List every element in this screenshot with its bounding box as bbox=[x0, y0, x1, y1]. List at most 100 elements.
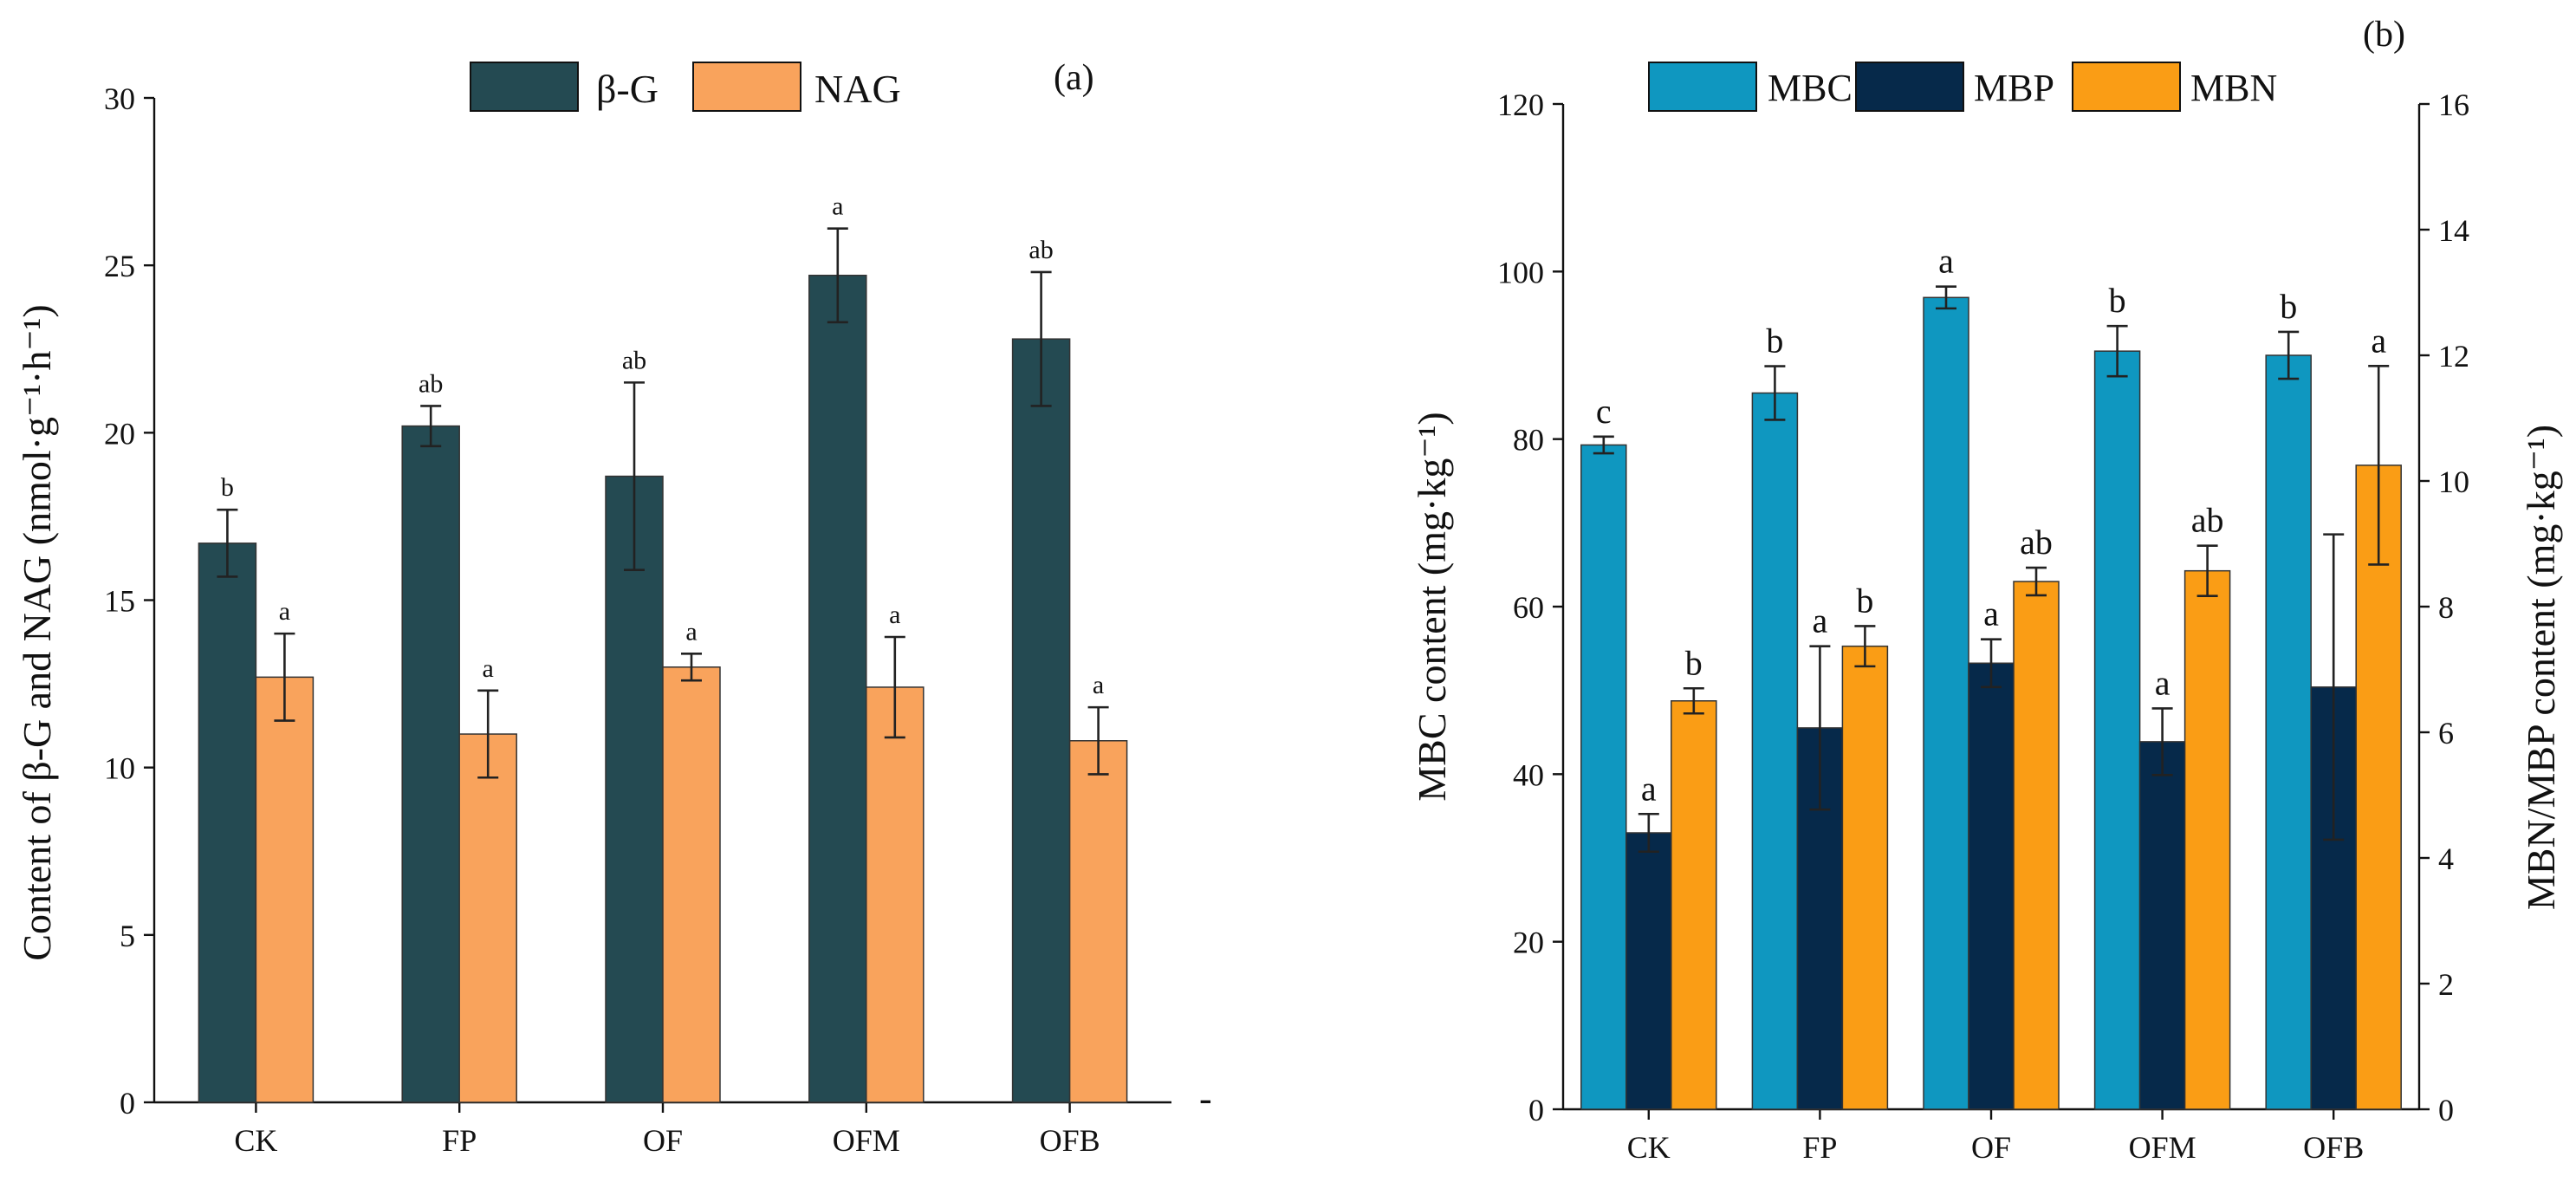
bar-mbc-ofb bbox=[2265, 354, 2312, 1110]
bar-nag-ofm bbox=[866, 686, 925, 1103]
x-tick-label: FP bbox=[442, 1123, 477, 1158]
panel-b-y-axis-label-right: MBN/MBP content (mg·kg⁻¹) bbox=[2519, 425, 2563, 910]
y-right-tick-label: 10 bbox=[2438, 465, 2469, 499]
y-tick-label: 60 bbox=[1513, 590, 1544, 625]
significance-letter: ab bbox=[2020, 523, 2053, 562]
legend-swatch-mbc bbox=[1648, 62, 1757, 112]
x-tick-label: OFM bbox=[2129, 1130, 2196, 1165]
x-tick-label: OFB bbox=[2303, 1130, 2364, 1165]
significance-letter: a bbox=[832, 192, 843, 221]
bar-mbn-fp bbox=[1841, 645, 1889, 1110]
bar-nag-fp bbox=[458, 733, 517, 1103]
significance-letter: a bbox=[1813, 601, 1828, 640]
y-tick-label: 30 bbox=[104, 81, 135, 116]
significance-letter: a bbox=[889, 601, 900, 629]
y-tick-label: 120 bbox=[1497, 88, 1544, 122]
bar-mbn-ofm bbox=[2183, 569, 2231, 1110]
y-right-tick-label: 4 bbox=[2438, 841, 2454, 876]
y-tick-label: 5 bbox=[120, 919, 135, 953]
panel-b-y-axis-label-left: MBC content (mg·kg⁻¹) bbox=[1410, 412, 1454, 801]
bar-mbc-ofm bbox=[2093, 350, 2141, 1110]
panel-b-chart: MBC MBP MBN (b) MBC content (mg·kg⁻¹) MB… bbox=[1410, 15, 2563, 1165]
significance-letter: a bbox=[1983, 594, 1999, 633]
significance-letter: a bbox=[483, 654, 494, 683]
significance-letter: b bbox=[1685, 643, 1703, 682]
legend-label-mbp: MBP bbox=[1974, 67, 2054, 109]
bar-nag-ck bbox=[255, 676, 315, 1103]
y-right-tick-label: 0 bbox=[2438, 1093, 2454, 1127]
bar-g-ck bbox=[198, 543, 257, 1103]
legend-label-mbn: MBN bbox=[2190, 67, 2277, 109]
y-tick-label: 0 bbox=[1528, 1093, 1544, 1127]
significance-letter: b bbox=[1856, 581, 1873, 620]
y-tick-label: 20 bbox=[1513, 926, 1544, 960]
bar-nag-of bbox=[662, 666, 721, 1103]
bar-mbc-ck bbox=[1580, 444, 1627, 1110]
legend-swatch-nag bbox=[692, 62, 801, 112]
bar-mbc-of bbox=[1923, 296, 1969, 1110]
y-right-tick-label: 16 bbox=[2438, 88, 2469, 122]
bar-nag-ofb bbox=[1068, 740, 1128, 1103]
significance-letter: b bbox=[1766, 322, 1783, 361]
significance-letter: a bbox=[2371, 321, 2386, 360]
stray-dash-mark: - bbox=[1199, 1077, 1212, 1120]
y-right-tick-label: 2 bbox=[2438, 967, 2454, 1002]
bar-mbn-ofb bbox=[2355, 465, 2402, 1110]
panel-b-legend: MBC MBP MBN bbox=[1648, 62, 2277, 112]
significance-letter: a bbox=[685, 617, 697, 646]
bar-g-fp bbox=[401, 425, 460, 1103]
y-tick-label: 20 bbox=[104, 416, 135, 451]
significance-letter: a bbox=[1938, 242, 1954, 281]
bar-mbp-of bbox=[1968, 662, 2015, 1110]
bar-g-ofb bbox=[1011, 338, 1071, 1103]
panel-a-label: (a) bbox=[1054, 58, 1094, 98]
significance-letter: ab bbox=[1028, 236, 1053, 264]
x-tick-label: CK bbox=[234, 1123, 277, 1158]
panel-a-legend: β-G NAG bbox=[470, 62, 901, 112]
bar-g-ofm bbox=[808, 275, 867, 1103]
significance-letter: b bbox=[2109, 281, 2126, 320]
y-right-tick-label: 8 bbox=[2438, 590, 2454, 625]
legend-label-nag: NAG bbox=[814, 67, 901, 111]
significance-letter: a bbox=[1641, 769, 1657, 808]
significance-letter: b bbox=[221, 473, 234, 502]
y-tick-label: 40 bbox=[1513, 757, 1544, 792]
x-tick-label: FP bbox=[1802, 1130, 1837, 1165]
y-tick-label: 0 bbox=[120, 1086, 135, 1121]
significance-letter: a bbox=[2155, 663, 2170, 702]
x-tick-label: OFB bbox=[1040, 1123, 1100, 1158]
x-tick-label: CK bbox=[1627, 1130, 1671, 1165]
legend-swatch-beta-g bbox=[470, 62, 579, 112]
y-tick-label: 100 bbox=[1497, 255, 1544, 289]
panel-a-chart: β-G NAG (a) Content of β-G and NAG (nmol… bbox=[15, 58, 1212, 1158]
panel-b-label: (b) bbox=[2363, 15, 2405, 55]
significance-letter: b bbox=[2280, 287, 2297, 326]
significance-letter: ab bbox=[2191, 501, 2224, 540]
y-right-tick-label: 14 bbox=[2438, 213, 2469, 248]
panel-a-y-axis-label: Content of β-G and NAG (nmol·g⁻¹·h⁻¹) bbox=[15, 304, 59, 960]
y-tick-label: 25 bbox=[104, 249, 135, 283]
legend-swatch-mbp bbox=[1855, 62, 1964, 112]
significance-letter: a bbox=[1093, 671, 1104, 699]
x-tick-label: OF bbox=[1971, 1130, 2011, 1165]
x-tick-label: OFM bbox=[833, 1123, 900, 1158]
significance-letter: c bbox=[1596, 392, 1612, 431]
significance-letter: ab bbox=[622, 346, 646, 374]
bar-mbc-fp bbox=[1751, 392, 1799, 1110]
y-right-tick-label: 6 bbox=[2438, 716, 2454, 750]
significance-letter: a bbox=[279, 597, 290, 626]
y-tick-label: 80 bbox=[1513, 423, 1544, 458]
y-right-tick-label: 12 bbox=[2438, 339, 2469, 374]
bar-mbp-ck bbox=[1625, 832, 1672, 1110]
bar-mbn-ck bbox=[1671, 700, 1717, 1110]
legend-label-beta-g: β-G bbox=[596, 67, 659, 111]
x-tick-label: OF bbox=[643, 1123, 683, 1158]
significance-letter: ab bbox=[419, 369, 443, 398]
bar-g-of bbox=[605, 475, 664, 1103]
bar-mbp-ofm bbox=[2138, 741, 2186, 1110]
y-tick-label: 15 bbox=[104, 584, 135, 619]
bar-mbn-of bbox=[2013, 581, 2060, 1110]
legend-label-mbc: MBC bbox=[1768, 67, 1853, 109]
legend-swatch-mbn bbox=[2072, 62, 2181, 112]
